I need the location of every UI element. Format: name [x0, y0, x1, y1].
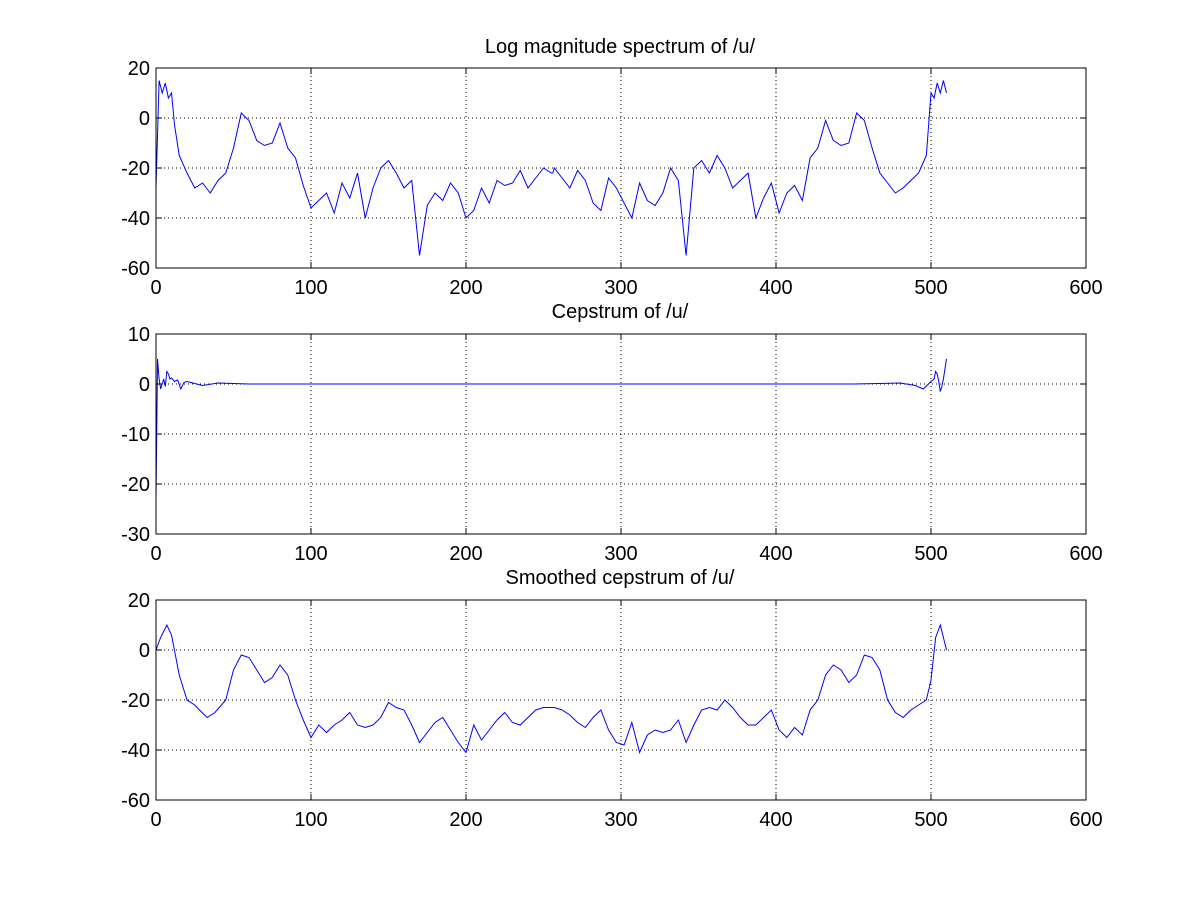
y-tick-label: 10: [128, 324, 150, 346]
x-tick-label: 400: [759, 543, 792, 565]
y-tick-label: 0: [139, 374, 150, 396]
series-line: [155, 358, 947, 500]
x-tick-label: 100: [294, 277, 327, 299]
y-tick-label: -60: [121, 258, 150, 280]
y-tick-label: 20: [128, 590, 150, 612]
x-tick-label: 0: [150, 809, 161, 831]
subplot-cepstrum: Cepstrum of /u/ 0 100 200 300 400 500 600100-1…: [121, 301, 1103, 565]
x-tick-label: 0: [150, 277, 161, 299]
x-tick-label: 100: [294, 809, 327, 831]
x-tick-label: 200: [449, 543, 482, 565]
series-line: [155, 623, 947, 755]
x-tick-label: 600: [1069, 809, 1102, 831]
y-tick-label: -30: [121, 524, 150, 546]
x-tick-label: 500: [914, 809, 947, 831]
subplot-title: Smoothed cepstrum of /u/: [505, 567, 734, 589]
x-tick-label: 400: [759, 277, 792, 299]
x-tick-label: 600: [1069, 543, 1102, 565]
x-tick-label: 200: [449, 277, 482, 299]
y-tick-label: -40: [121, 208, 150, 230]
y-tick-label: -60: [121, 790, 150, 812]
x-tick-label: 600: [1069, 277, 1102, 299]
x-tick-label: 300: [604, 277, 637, 299]
x-tick-label: 300: [604, 809, 637, 831]
subplot-smoothed-cepstrum: Smoothed cepstrum of /u/ 0 100 200 300 400 50…: [121, 567, 1103, 831]
x-tick-label: 0: [150, 543, 161, 565]
y-tick-label: -40: [121, 740, 150, 762]
x-tick-label: 200: [449, 809, 482, 831]
x-tick-label: 100: [294, 543, 327, 565]
subplot-title: Cepstrum of /u/: [552, 301, 689, 323]
y-tick-label: -10: [121, 424, 150, 446]
x-tick-label: 300: [604, 543, 637, 565]
y-tick-label: 0: [139, 108, 150, 130]
y-tick-label: -20: [121, 474, 150, 496]
x-tick-label: 500: [914, 277, 947, 299]
x-tick-label: 500: [914, 543, 947, 565]
series-line: [155, 80, 947, 256]
y-tick-label: 0: [139, 640, 150, 662]
y-tick-label: -20: [121, 690, 150, 712]
y-tick-label: 20: [128, 58, 150, 80]
y-tick-label: -20: [121, 158, 150, 180]
subplot-log-magnitude-spectrum: Log magnitude spectrum of /u/ 0 100 200 300…: [121, 36, 1103, 299]
subplot-title: Log magnitude spectrum of /u/: [485, 36, 756, 58]
x-tick-label: 400: [759, 809, 792, 831]
